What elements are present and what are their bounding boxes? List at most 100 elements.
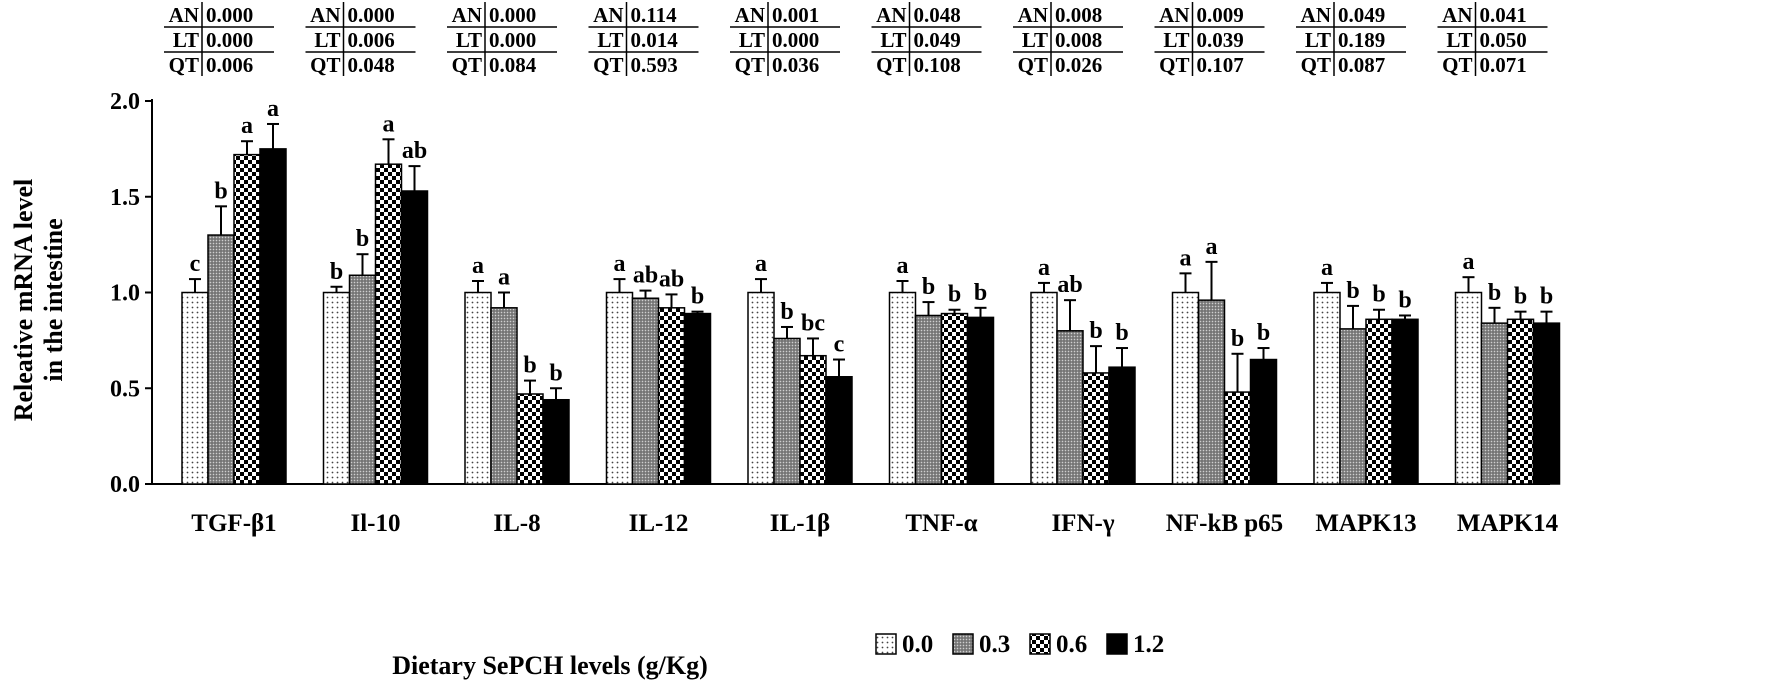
table-row-value: 0.041 (1480, 3, 1527, 27)
significance-letter: c (190, 251, 201, 277)
table-row-label: AN (1018, 3, 1048, 27)
bar (1454, 291, 1483, 485)
significance-letter: b (1372, 282, 1385, 308)
bar (181, 291, 209, 485)
category-label: Il-10 (351, 510, 401, 537)
legend-swatch (952, 633, 974, 655)
table-row-label: AN (1301, 3, 1331, 27)
legend-label: 0.3 (979, 631, 1010, 658)
table-row-value: 0.000 (489, 3, 536, 27)
bar (966, 316, 995, 485)
table-row-label: AN (169, 3, 199, 27)
table-row-label: QT (1018, 53, 1048, 77)
table-row-label: AN (1442, 3, 1472, 27)
bar (825, 376, 853, 485)
bar (914, 314, 943, 485)
bar (490, 307, 518, 485)
table-row-value: 0.000 (206, 3, 253, 27)
significance-letter: a (1180, 245, 1192, 271)
bar (322, 291, 351, 485)
table-row-label: LT (1305, 28, 1331, 52)
significance-letter: a (472, 253, 484, 279)
table-row-value: 0.001 (772, 3, 819, 27)
significance-letter: b (1089, 318, 1102, 344)
table-row-value: 0.593 (631, 53, 678, 77)
significance-letter: a (1321, 255, 1333, 281)
bar (259, 148, 287, 485)
significance-letter: b (1231, 326, 1244, 352)
significance-letter: a (897, 253, 909, 279)
significance-letter: ab (633, 263, 658, 289)
significance-letter: c (834, 332, 845, 358)
legend-swatch (875, 633, 897, 655)
table-row-value: 0.006 (206, 53, 253, 77)
table-row-value: 0.000 (348, 3, 395, 27)
legend-label: 0.6 (1056, 631, 1087, 658)
bar (747, 291, 775, 485)
table-row-label: AN (1159, 3, 1189, 27)
bar (1056, 330, 1084, 485)
x-axis-label: Dietary SePCH levels (g/Kg) (392, 651, 708, 680)
table-row-label: QT (1159, 53, 1189, 77)
table-row-value: 0.014 (631, 28, 679, 52)
bar (1108, 366, 1136, 485)
significance-letter: ab (1057, 272, 1082, 298)
bar (1082, 372, 1110, 485)
bar (1223, 391, 1252, 485)
bar (1171, 291, 1200, 485)
table-row-label: AN (876, 3, 906, 27)
table-row-label: QT (169, 53, 199, 77)
table-row-label: LT (1446, 28, 1472, 52)
table-row-label: QT (452, 53, 482, 77)
bar (683, 312, 712, 485)
bar (1313, 291, 1341, 485)
bar (1339, 328, 1367, 485)
table-row-label: AN (310, 3, 340, 27)
category-label: IL-8 (493, 510, 540, 537)
table-row-label: LT (739, 28, 765, 52)
y-tick-label: 0.0 (110, 472, 140, 498)
significance-letter: b (523, 353, 536, 379)
table-row-value: 0.026 (1055, 53, 1102, 77)
y-axis-label-line-2: in the intestine (39, 218, 68, 381)
bar (1506, 318, 1535, 485)
legend-label: 0.0 (902, 631, 933, 658)
significance-letter: a (1206, 234, 1218, 260)
significance-letter: b (1346, 278, 1359, 304)
bar (1197, 299, 1226, 485)
table-row-value: 0.084 (489, 53, 537, 77)
significance-letter: a (267, 96, 279, 122)
significance-letter: b (948, 282, 961, 308)
table-row-label: QT (310, 53, 340, 77)
significance-letter: a (614, 251, 626, 277)
significance-letter: a (241, 113, 253, 139)
y-axis-label-line-1: Releative mRNA level (9, 179, 38, 422)
y-tick-label: 1.0 (110, 281, 140, 307)
significance-letter: a (498, 265, 510, 291)
table-row-value: 0.000 (206, 28, 253, 52)
legend: 0.0 0.3 0.6 1.2 (875, 631, 1164, 658)
table-row-value: 0.049 (1338, 3, 1385, 27)
bar (940, 312, 969, 485)
table-row-value: 0.039 (1197, 28, 1244, 52)
significance-letter: bc (801, 310, 825, 336)
category-label: MAPK14 (1457, 510, 1559, 537)
table-row-value: 0.000 (489, 28, 536, 52)
table-row-label: LT (1163, 28, 1189, 52)
bar (400, 190, 429, 485)
category-label: IL-1β (770, 510, 830, 537)
bar (1365, 318, 1393, 485)
category-label: TNF-α (905, 510, 977, 537)
table-row-label: LT (1022, 28, 1048, 52)
bar (542, 398, 570, 485)
table-row-value: 0.049 (914, 28, 961, 52)
significance-letter: a (755, 251, 767, 277)
table-row-label: LT (314, 28, 340, 52)
bar (207, 234, 235, 485)
table-row-value: 0.114 (631, 3, 678, 27)
bar (799, 354, 827, 485)
category-label: MAPK13 (1315, 510, 1416, 537)
significance-letter: b (974, 280, 987, 306)
table-row-value: 0.107 (1197, 53, 1244, 77)
bar (1030, 291, 1058, 485)
